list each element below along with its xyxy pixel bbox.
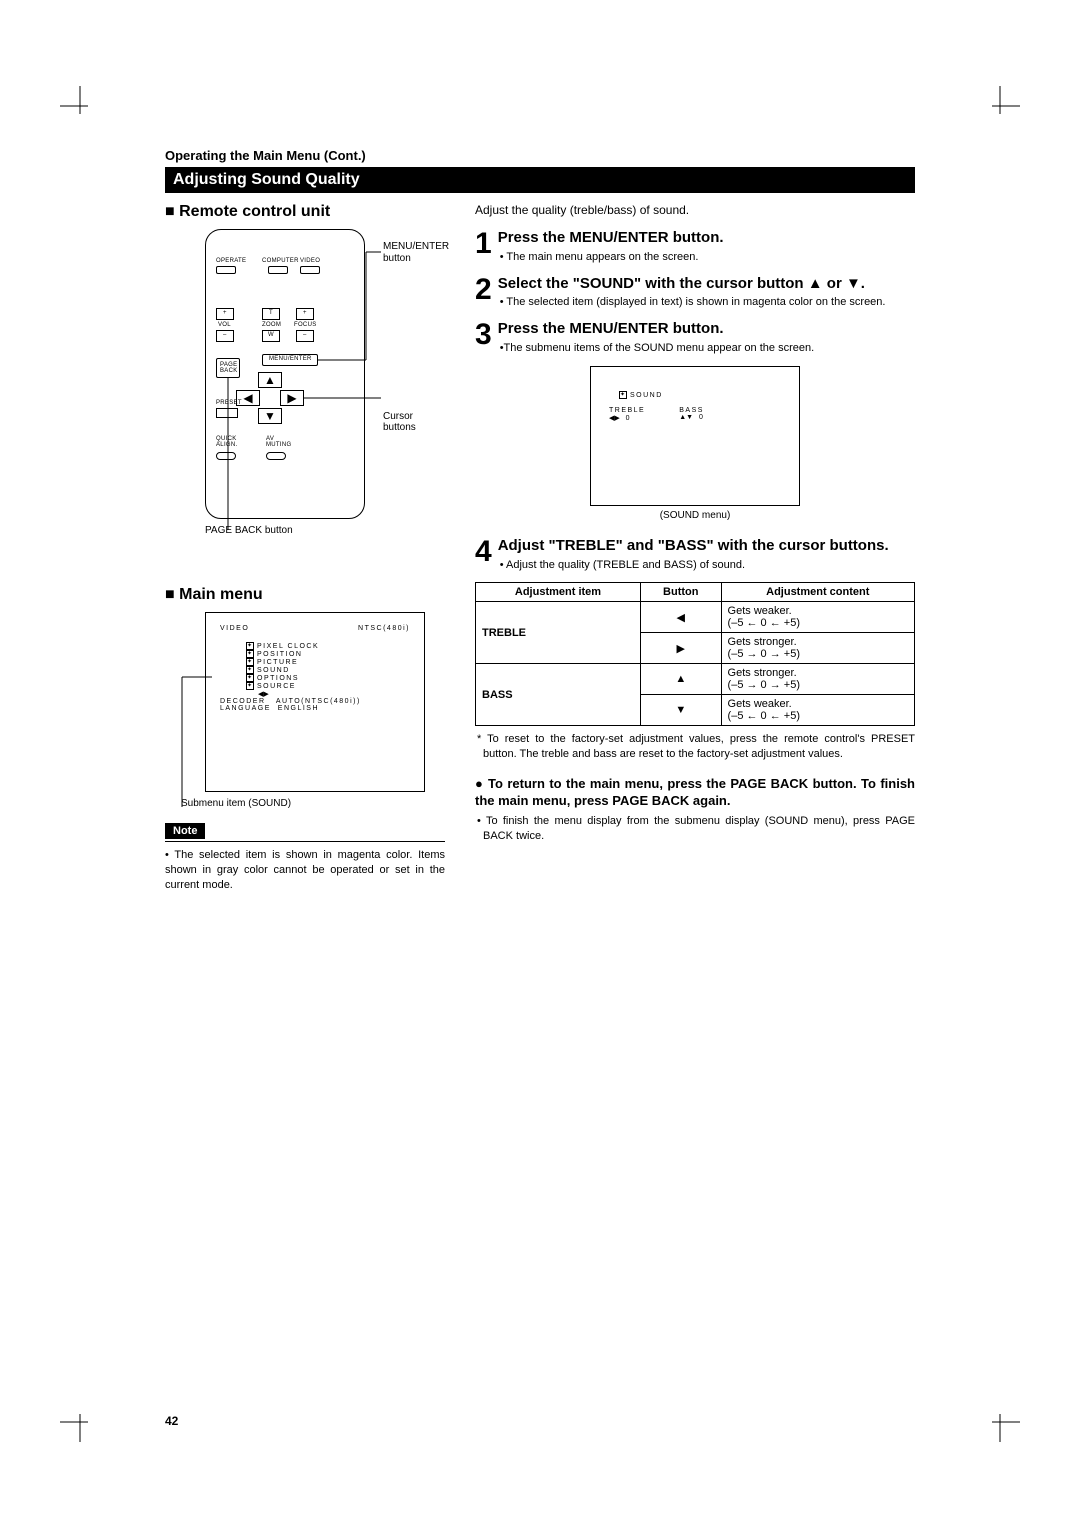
step-1-sub: • The main menu appears on the screen.: [498, 250, 915, 265]
step-4: 4 Adjust "TREBLE" and "BASS" with the cu…: [475, 537, 915, 573]
cursor-right: ▶: [280, 390, 304, 406]
note-text: • The selected item is shown in magenta …: [165, 848, 445, 893]
btn-video: [300, 266, 320, 274]
step-2-title: Select the "SOUND" with the cursor butto…: [498, 275, 915, 294]
mm-item-0: ✦PIXEL CLOCK: [220, 642, 410, 650]
sm-title: ✦SOUND: [609, 391, 781, 399]
section-header: Operating the Main Menu (Cont.): [165, 148, 915, 163]
sm-treble-val: ◀▶ 0: [609, 414, 645, 422]
label-computer: COMPUTER: [262, 258, 299, 264]
crop-mark-tl: [60, 86, 100, 126]
sound-menu-caption: (SOUND menu): [475, 510, 915, 521]
mainmenu-heading: Main menu: [165, 586, 445, 604]
step-4-num: 4: [475, 537, 492, 573]
mm-item-2: ✦PICTURE: [220, 658, 410, 666]
btn-av-muting: [266, 452, 286, 460]
remote-heading: Remote control unit: [165, 203, 445, 221]
td-treble-right-txt: Gets stronger. (–5 → 0 → +5): [721, 633, 914, 664]
btn-operate: [216, 266, 236, 274]
step-3-title: Press the MENU/ENTER button.: [498, 320, 915, 339]
mm-item-1: ✦POSITION: [220, 650, 410, 658]
mainmenu-diagram: VIDEO NTSC(480i) ✦PIXEL CLOCK ✦POSITION …: [205, 612, 425, 792]
btn-menu-enter: MENU/ENTER: [262, 354, 318, 366]
btn-vol-dn: –: [216, 330, 234, 342]
btn-zoom-t: T: [262, 308, 280, 320]
return-sub: • To finish the menu display from the su…: [475, 814, 915, 844]
page-number: 42: [165, 1414, 178, 1428]
label-video: VIDEO: [300, 258, 320, 264]
cursor-up: ▲: [258, 372, 282, 388]
btn-preset: [216, 408, 238, 418]
step-3-sub: •The submenu items of the SOUND menu app…: [498, 341, 915, 356]
step-1-title: Press the MENU/ENTER button.: [498, 229, 915, 248]
label-preset: PRESET: [216, 400, 242, 406]
step-2: 2 Select the "SOUND" with the cursor but…: [475, 275, 915, 311]
label-zoom: ZOOM: [262, 322, 281, 328]
td-treble: TREBLE: [476, 602, 641, 664]
label-quick-align: QUICKALIGN.: [216, 436, 237, 448]
mm-item-3: ✦SOUND: [220, 666, 410, 674]
td-bass-up: ▲: [640, 664, 721, 695]
cursor-down: ▼: [258, 408, 282, 424]
step-2-num: 2: [475, 275, 492, 311]
note-label: Note: [165, 823, 205, 839]
mm-item-4: ✦OPTIONS: [220, 674, 410, 682]
crop-mark-br: [980, 1402, 1020, 1442]
callout-menu-enter: MENU/ENTER button: [383, 241, 463, 265]
label-vol: VOL: [218, 322, 231, 328]
label-operate: OPERATE: [216, 258, 246, 264]
sm-treble-label: TREBLE: [609, 407, 645, 414]
step-3: 3 Press the MENU/ENTER button. •The subm…: [475, 320, 915, 356]
td-bass-down: ▼: [640, 695, 721, 726]
remote-diagram: OPERATE COMPUTER VIDEO + VOL – T ZOOM W …: [205, 229, 365, 519]
td-bass: BASS: [476, 664, 641, 726]
th-content: Adjustment content: [721, 583, 914, 602]
btn-quick-align: [216, 452, 236, 460]
btn-focus-dn: –: [296, 330, 314, 342]
label-av-muting: AVMUTING: [266, 436, 291, 448]
sound-menu-diagram: ✦SOUND TREBLE ◀▶ 0 BASS ▲▼ 0: [590, 366, 800, 506]
sm-bass-label: BASS: [679, 407, 704, 414]
step-1: 1 Press the MENU/ENTER button. • The mai…: [475, 229, 915, 265]
btn-computer: [268, 266, 288, 274]
td-treble-left: ◀: [640, 602, 721, 633]
reset-note: * To reset to the factory-set adjustment…: [475, 732, 915, 762]
mainmenu-caption: Submenu item (SOUND): [181, 798, 445, 809]
mm-arrows: ◀▶: [220, 690, 410, 698]
mm-video: VIDEO: [220, 625, 249, 632]
crop-mark-tr: [980, 86, 1020, 126]
mm-mode: NTSC(480i): [358, 625, 410, 632]
sm-bass-val: ▲▼ 0: [679, 414, 704, 421]
mm-item-5: ✦SOURCE: [220, 682, 410, 690]
callout-page-back: PAGE BACK button: [205, 525, 445, 536]
td-bass-down-txt: Gets weaker. (–5 ← 0 ← +5): [721, 695, 914, 726]
step-4-sub: • Adjust the quality (TREBLE and BASS) o…: [498, 558, 915, 573]
th-button: Button: [640, 583, 721, 602]
step-3-num: 3: [475, 320, 492, 356]
step-2-sub: • The selected item (displayed in text) …: [498, 295, 915, 310]
page-title-bar: Adjusting Sound Quality: [165, 167, 915, 193]
td-bass-up-txt: Gets stronger. (–5 → 0 → +5): [721, 664, 914, 695]
td-treble-right: ▶: [640, 633, 721, 664]
th-item: Adjustment item: [476, 583, 641, 602]
btn-vol-up: +: [216, 308, 234, 320]
step-1-num: 1: [475, 229, 492, 265]
btn-zoom-w: W: [262, 330, 280, 342]
step-4-title: Adjust "TREBLE" and "BASS" with the curs…: [498, 537, 915, 556]
btn-focus-up: +: [296, 308, 314, 320]
td-treble-left-txt: Gets weaker. (–5 ← 0 ← +5): [721, 602, 914, 633]
btn-page-back: PAGEBACK: [216, 358, 240, 378]
mm-decoder: DECODER AUTO(NTSC(480i)): [220, 698, 410, 705]
crop-mark-bl: [60, 1402, 100, 1442]
return-heading: To return to the main menu, press the PA…: [475, 776, 915, 810]
label-focus: FOCUS: [294, 322, 317, 328]
callout-cursor: Cursor buttons: [383, 411, 445, 433]
adjustment-table: Adjustment item Button Adjustment conten…: [475, 582, 915, 726]
intro-text: Adjust the quality (treble/bass) of soun…: [475, 203, 915, 217]
mm-language: LANGUAGE ENGLISH: [220, 705, 410, 712]
